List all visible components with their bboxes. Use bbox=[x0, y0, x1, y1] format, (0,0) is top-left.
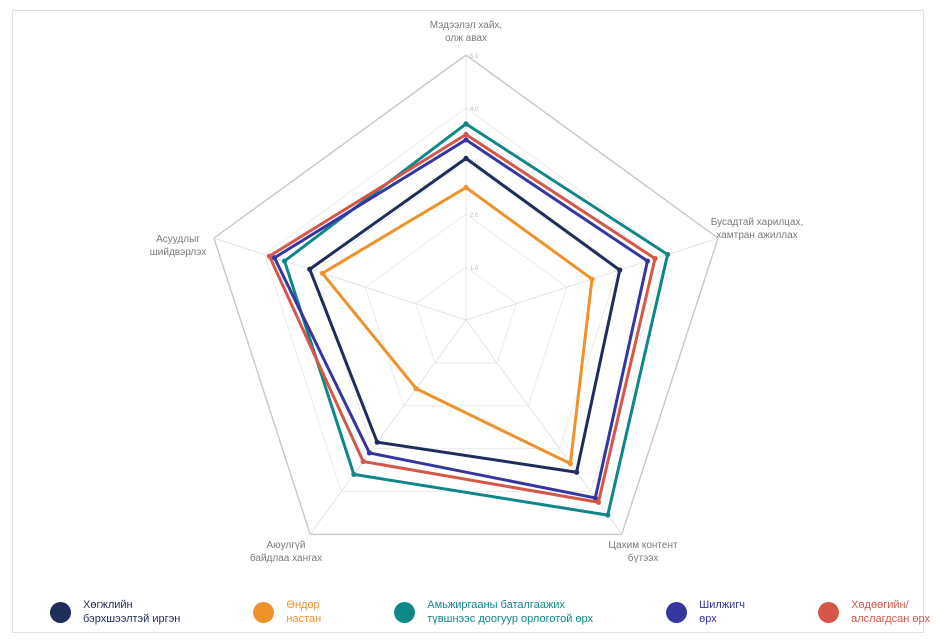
data-point bbox=[281, 258, 288, 264]
legend-label: Хөдөөгийн/ алслагдсан өрх bbox=[851, 599, 930, 625]
legend-label: Шилжигч өрх bbox=[699, 599, 746, 625]
legend-label: Амьжиргааны баталгаажих түвшнээс доогуур… bbox=[427, 599, 594, 625]
axis-label: Аюулгүй байдлаа хангах bbox=[250, 540, 322, 564]
data-point bbox=[266, 253, 273, 259]
axis-label: Мэдээлэл хайх, олж авах bbox=[430, 20, 502, 44]
data-point bbox=[573, 469, 580, 475]
legend-item: Өндөр настан bbox=[253, 598, 321, 626]
data-point bbox=[652, 255, 658, 262]
tick-label: 1.0 bbox=[470, 266, 479, 272]
data-point bbox=[617, 267, 623, 273]
legend-swatch bbox=[50, 601, 71, 623]
legend: Хөгжлийн бэрхшээлтэй иргэн Өндөр настан А… bbox=[50, 590, 930, 634]
data-point bbox=[463, 184, 469, 191]
grid-ring bbox=[364, 213, 568, 407]
data-point bbox=[644, 258, 651, 264]
data-point bbox=[360, 458, 366, 465]
series-line bbox=[283, 122, 670, 517]
data-point bbox=[592, 495, 598, 501]
data-point bbox=[366, 450, 373, 456]
chart-frame bbox=[12, 10, 924, 633]
axis-label-line: бүтээх bbox=[628, 552, 658, 564]
legend-item: Амьжиргааны баталгаажих түвшнээс доогуур… bbox=[394, 598, 593, 626]
series-line bbox=[320, 186, 594, 466]
axis-label-line: Бусадтай харилцах, bbox=[711, 217, 804, 228]
tick-label: 2.0 bbox=[470, 213, 479, 219]
tick-label: 5.0 bbox=[470, 54, 479, 60]
series-line bbox=[308, 156, 622, 474]
axis-label: Цахим контент бүтээх bbox=[608, 540, 678, 564]
legend-swatch bbox=[253, 601, 275, 623]
legend-swatch bbox=[818, 601, 840, 623]
data-point bbox=[271, 255, 278, 261]
axis-label-line: олж авах bbox=[445, 33, 487, 44]
axis-spoke bbox=[213, 237, 467, 321]
axis-label-line: Цахим контент bbox=[608, 540, 678, 551]
grid-ring bbox=[314, 160, 618, 450]
series-line bbox=[272, 138, 649, 500]
data-point bbox=[351, 471, 357, 477]
grid-ring bbox=[415, 266, 517, 364]
legend-label: Хөгжлийн бэрхшээлтэй иргэн bbox=[83, 599, 181, 625]
data-point bbox=[319, 270, 325, 276]
legend-swatch bbox=[666, 601, 688, 623]
axis-spoke bbox=[309, 319, 467, 535]
legend-label: Өндөр настан bbox=[286, 599, 322, 625]
data-point bbox=[463, 121, 469, 127]
axis-label-line: байдлаа хангах bbox=[250, 552, 322, 564]
axis-label: Асуудлыг шийдвэрлэх bbox=[150, 234, 207, 258]
data-point bbox=[595, 499, 601, 505]
data-point bbox=[463, 131, 469, 138]
data-point bbox=[463, 137, 469, 143]
data-point bbox=[567, 461, 573, 467]
axis-label-line: хамтран ажиллах bbox=[716, 230, 797, 241]
data-point bbox=[413, 386, 419, 392]
tick-label: 4.0 bbox=[470, 107, 479, 113]
legend-swatch bbox=[394, 601, 416, 623]
axis-label: Бусадтай харилцах, хамтран ажиллах bbox=[711, 217, 804, 241]
grid-ring bbox=[213, 54, 719, 536]
legend-item: Хөдөөгийн/ алслагдсан өрх bbox=[818, 598, 930, 626]
data-point bbox=[589, 276, 595, 282]
legend-item: Шилжигч өрх bbox=[666, 598, 745, 626]
axis-label-line: Аюулгүй bbox=[266, 540, 305, 551]
axis-label-line: шийдвэрлэх bbox=[150, 247, 207, 258]
legend-item: Хөгжлийн бэрхшээлтэй иргэн bbox=[50, 598, 180, 626]
series-line bbox=[267, 133, 657, 504]
axis-label-line: Мэдээлэл хайх, bbox=[430, 20, 502, 31]
data-point bbox=[374, 439, 380, 445]
axis-label-line: Асуудлыг bbox=[156, 234, 200, 245]
data-point bbox=[605, 512, 611, 518]
data-point bbox=[665, 251, 671, 258]
data-point bbox=[463, 155, 469, 161]
data-point bbox=[307, 266, 313, 272]
